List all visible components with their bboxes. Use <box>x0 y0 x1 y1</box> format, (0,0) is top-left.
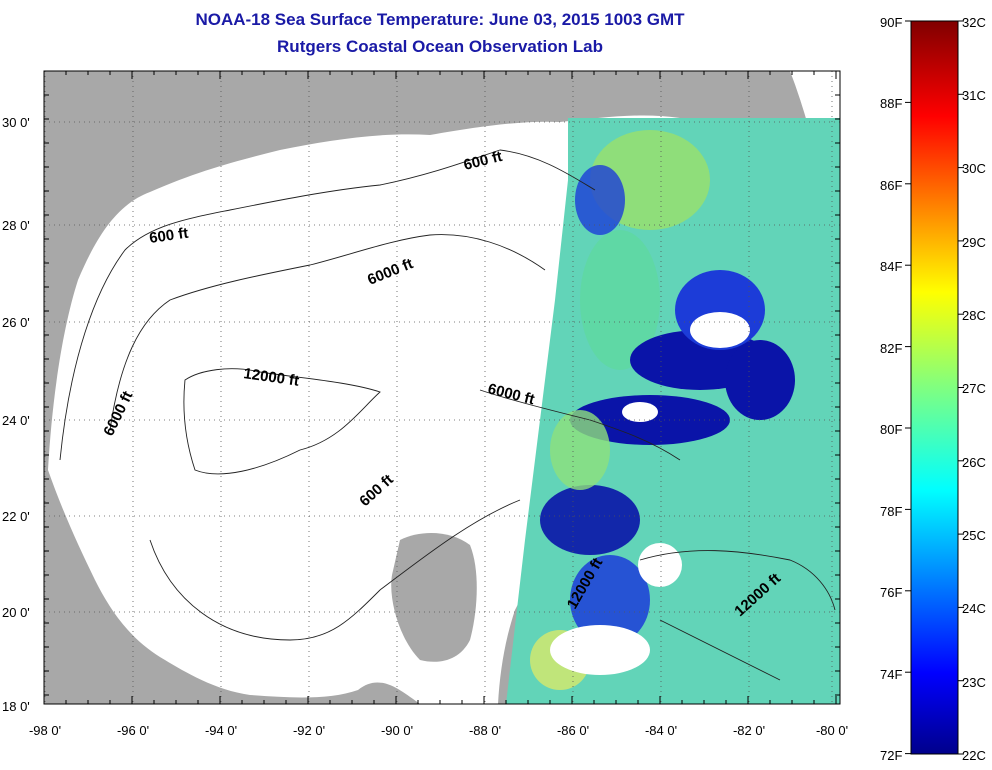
cb-f-label: 82F <box>880 341 902 356</box>
colorbar-celsius-labels: 32C 31C 30C 29C 28C 27C 26C 25C 24C 23C … <box>962 15 986 763</box>
lon-tick-label: -82 0' <box>733 723 765 738</box>
cb-f-label: 84F <box>880 259 902 274</box>
lon-tick-label: -80 0' <box>816 723 848 738</box>
cb-c-label: 22C <box>962 748 986 763</box>
cb-f-label: 80F <box>880 422 902 437</box>
lon-axis: -98 0' -96 0' -94 0' -92 0' -90 0' -88 0… <box>29 723 848 738</box>
lat-axis: 30 0' 28 0' 26 0' 24 0' 22 0' 20 0' 18 0… <box>2 115 30 714</box>
cb-c-label: 32C <box>962 15 986 30</box>
lon-tick-label: -84 0' <box>645 723 677 738</box>
lat-tick-label: 24 0' <box>2 413 30 428</box>
axis-ticks <box>43 70 840 704</box>
lat-tick-label: 26 0' <box>2 315 30 330</box>
cb-f-label: 90F <box>880 15 902 30</box>
lat-tick-label: 22 0' <box>2 509 30 524</box>
lon-tick-label: -86 0' <box>557 723 589 738</box>
lon-tick-label: -94 0' <box>205 723 237 738</box>
colorbar-gradient <box>910 20 959 755</box>
lon-tick-label: -98 0' <box>29 723 61 738</box>
cb-f-label: 78F <box>880 504 902 519</box>
cb-c-label: 26C <box>962 455 986 470</box>
colorbar-fahrenheit-labels: 90F 88F 86F 84F 82F 80F 78F 76F 74F 72F <box>880 15 902 763</box>
cb-f-label: 86F <box>880 178 902 193</box>
lon-tick-label: -90 0' <box>381 723 413 738</box>
lat-tick-label: 20 0' <box>2 605 30 620</box>
map-subtitle: Rutgers Coastal Ocean Observation Lab <box>277 37 603 56</box>
cb-f-label: 88F <box>880 96 902 111</box>
cb-c-label: 28C <box>962 308 986 323</box>
map-area: 600 ft 600 ft 6000 ft 6000 ft 12000 ft 6… <box>44 71 840 704</box>
cb-c-label: 24C <box>962 601 986 616</box>
lat-tick-label: 18 0' <box>2 699 30 714</box>
cb-f-label: 74F <box>880 667 902 682</box>
cb-c-label: 30C <box>962 161 986 176</box>
cb-f-label: 72F <box>880 748 902 763</box>
graticule <box>44 71 840 704</box>
colorbar: 90F 88F 86F 84F 82F 80F 78F 76F 74F 72F … <box>880 15 986 763</box>
lon-tick-label: -92 0' <box>293 723 325 738</box>
cb-c-label: 25C <box>962 528 986 543</box>
map-title: NOAA-18 Sea Surface Temperature: June 03… <box>195 10 685 29</box>
lon-tick-label: -96 0' <box>117 723 149 738</box>
map-frame <box>43 70 841 705</box>
lon-tick-label: -88 0' <box>469 723 501 738</box>
cb-c-label: 29C <box>962 235 986 250</box>
colorbar-ticks <box>905 20 964 755</box>
cb-c-label: 31C <box>962 88 986 103</box>
cb-c-label: 27C <box>962 381 986 396</box>
lat-tick-label: 28 0' <box>2 218 30 233</box>
cb-c-label: 23C <box>962 675 986 690</box>
contour-label: 600 ft <box>148 225 189 247</box>
lat-tick-label: 30 0' <box>2 115 30 130</box>
cb-f-label: 76F <box>880 585 902 600</box>
